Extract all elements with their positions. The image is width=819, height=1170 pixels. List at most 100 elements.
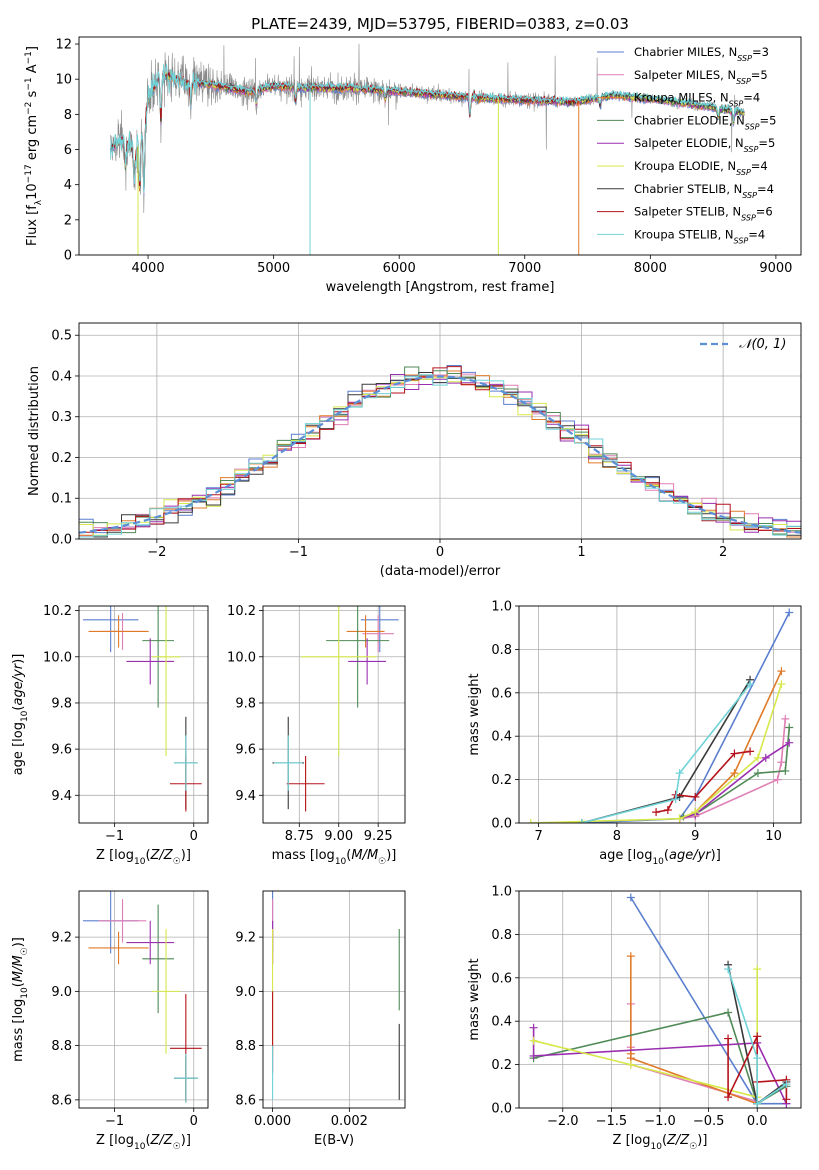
- x-axis-label: Z [log10(Z/Z☉)]: [96, 848, 191, 867]
- panel-age-vs-Z: −1 09.49.69.810.010.2Z [log10(Z/Z☉)]age […: [11, 604, 209, 867]
- axes-frame: [78, 322, 802, 540]
- axes-frame: [78, 605, 209, 824]
- y-tick-label: 9.2: [51, 931, 72, 946]
- weight-marker-salpeter-stelib: [663, 805, 672, 814]
- x-tick-label: 9.00: [324, 829, 353, 844]
- y-axis-label: mass [log10(M/M☉)]: [11, 937, 30, 1062]
- y-axis-label: Normed distribution: [27, 366, 42, 496]
- legend-entry-sub: SSP: [742, 190, 757, 199]
- weight-marker-kroupa-elodie: [526, 819, 535, 823]
- legend-entry-sub: SSP: [744, 145, 759, 154]
- legend-entry-salpeter-miles: Salpeter MILES, NSSP=5: [634, 68, 768, 86]
- y-tick-label: 10.0: [227, 650, 256, 665]
- histogram-lines: [79, 365, 801, 538]
- y-axis-label-part: ☉: [20, 947, 30, 955]
- legend-entry-text: Chabrier MILES, N: [634, 45, 737, 59]
- x-tick-label: 0.002: [331, 1114, 368, 1129]
- errorbars: [272, 606, 399, 812]
- y-axis-label-part: ]: [25, 46, 40, 51]
- x-axis-label-part: )]: [181, 848, 191, 863]
- x-tick-label: 0.0: [747, 1114, 768, 1129]
- spectrum-legend: Chabrier MILES, NSSP=3 Salpeter MILES, NS…: [597, 45, 776, 245]
- y-axis-label-part: −1: [24, 51, 34, 64]
- weight-lines: [526, 608, 794, 823]
- panel-age-vs-mass: 8.75 9.00 9.25 9.4 9.6 9.8 10.0 10.2 mass [log10…: [227, 604, 406, 867]
- x-axis-label-part: ☉: [173, 1142, 181, 1152]
- y-tick-label: 0.1: [51, 492, 72, 507]
- x-axis-label-part: (: [145, 848, 150, 863]
- weight-marker-salpeter-miles: [781, 714, 790, 723]
- x-tick-label: 5000: [257, 261, 290, 276]
- x-tick-label: −1: [105, 1114, 124, 1129]
- weight-marker-kroupa-stelib: [671, 795, 680, 804]
- weight-marker-kroupa-elodie: [777, 680, 786, 689]
- legend-entry-text: Kroupa MILES, N: [634, 91, 729, 105]
- legend-entry-text: Salpeter ELODIE, N: [634, 136, 744, 150]
- y-tick-label: 0: [64, 249, 72, 264]
- x-axis-label: E(B-V): [314, 1133, 354, 1148]
- panel-spectrum: 4000 5000 6000 7000 8000 9000 0 2 4 6 8 10 12 Chabrie…: [24, 36, 802, 295]
- x-tick-label: 8000: [634, 261, 667, 276]
- legend-entry-kroupa-miles: Kroupa MILES, NSSP=4: [634, 91, 760, 109]
- x-tick-label: 10: [765, 829, 782, 844]
- weight-marker-kroupa-elodie: [529, 1036, 538, 1045]
- legend-entry-salpeter-stelib: Salpeter STELIB, NSSP=6: [634, 205, 773, 223]
- histogram-salpeter-elodie: [79, 374, 801, 538]
- y-tick-label: 12: [55, 38, 72, 53]
- y-axis-label-part: (: [11, 982, 26, 987]
- y-tick-label: 0.2: [491, 1058, 512, 1073]
- legend-entry-sub: SSP: [741, 213, 756, 222]
- histogram-kroupa-elodie: [79, 377, 801, 536]
- weight-line-chabrier-miles: [581, 612, 791, 823]
- x-axis-label-part: age [log: [599, 848, 652, 863]
- y-tick-label: 10.0: [43, 650, 72, 665]
- y-axis-label-part: −2: [24, 102, 34, 115]
- y-tick-label: 9.8: [235, 696, 256, 711]
- histogram-salpeter-stelib: [79, 366, 801, 533]
- x-axis-label: Z [log10(Z/Z☉)]: [96, 1133, 191, 1152]
- weight-lines: [529, 893, 791, 1108]
- y-tick-label: 0.4: [491, 1015, 512, 1030]
- weight-marker-salpeter-elodie: [529, 1051, 538, 1060]
- weight-marker-kroupa-miles: [730, 769, 739, 778]
- y-axis-label-part: (: [11, 706, 26, 711]
- y-axis-label-part: mass weight: [467, 958, 482, 1040]
- legend-entry-sub: SSP: [737, 54, 752, 63]
- weight-marker-salpeter-miles: [773, 775, 782, 784]
- x-axis-label-part: (: [145, 1133, 150, 1148]
- x-tick-label: −0.5: [693, 1114, 725, 1129]
- y-tick-label: 1.0: [491, 885, 512, 900]
- weight-marker-salpeter-elodie: [785, 738, 794, 747]
- weight-marker-salpeter-elodie: [761, 753, 770, 762]
- y-axis-label-part: −1: [24, 77, 34, 90]
- x-tick-label: 8.75: [285, 829, 314, 844]
- y-tick-label: 9.2: [235, 931, 256, 946]
- x-tick-label: 2: [719, 545, 727, 560]
- y-axis-label-part: age/yr: [11, 662, 26, 705]
- legend-entry-tail: =4: [743, 91, 760, 105]
- y-tick-label: 0.6: [491, 971, 512, 986]
- x-axis-label-part: Z/Z: [150, 848, 174, 863]
- legend-entry-chabrier-miles: Chabrier MILES, NSSP=3: [634, 45, 769, 63]
- weight-marker-chabrier-elodie: [781, 766, 790, 775]
- weight-marker-salpeter-stelib: [652, 808, 661, 817]
- weight-marker-kroupa-stelib: [753, 1099, 762, 1108]
- y-tick-label: 0.2: [51, 451, 72, 466]
- weight-marker-salpeter-stelib: [782, 1095, 791, 1104]
- errorbars: [82, 891, 202, 1103]
- legend-entry-text: Kroupa STELIB, N: [634, 227, 734, 241]
- model-line-kroupa-stelib: [110, 63, 745, 194]
- x-axis-label-part: M/M: [351, 848, 378, 863]
- weight-line-salpeter-miles: [629, 1003, 758, 1103]
- y-tick-label: 0.0: [491, 817, 512, 832]
- y-tick-label: 0.0: [51, 533, 72, 548]
- y-tick-label: 9.4: [235, 789, 256, 804]
- weight-marker-kroupa-elodie: [753, 965, 762, 974]
- x-tick-label: 8: [613, 829, 621, 844]
- x-tick-label: 4000: [132, 261, 165, 276]
- legend-entry-sub: SSP: [729, 99, 744, 108]
- weight-marker-kroupa-stelib: [675, 769, 684, 778]
- x-tick-label: −1: [289, 545, 308, 560]
- legend-entry-tail: =5: [758, 136, 775, 150]
